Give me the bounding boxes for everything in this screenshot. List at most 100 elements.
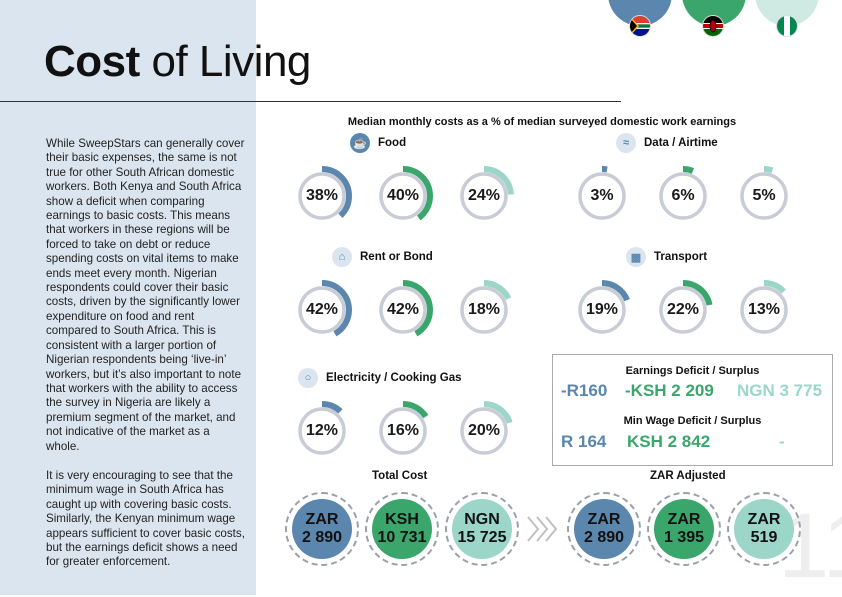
category-electricity: ○ Electricity / Cooking Gas: [298, 368, 461, 388]
coin-currency: KSH: [385, 511, 419, 528]
minwage-kenya: KSH 2 842: [627, 432, 711, 451]
coin-currency: ZAR: [587, 511, 621, 528]
kenya-flag-icon: [702, 15, 724, 37]
donut-ring: [298, 172, 346, 220]
food-icon: ☕: [350, 133, 370, 153]
donut-wifi-kenya: 6%: [651, 164, 715, 228]
donut-arc: [373, 166, 433, 226]
donut-ring: [379, 286, 427, 334]
donut-car-sa: 19%: [570, 278, 634, 342]
donut-food-kenya: 40%: [371, 164, 435, 228]
coin-amount: 519: [750, 529, 778, 546]
donut-ring: [379, 172, 427, 220]
minwage-deficit-title: Min Wage Deficit / Surplus: [623, 415, 762, 427]
coin-currency: NGN: [464, 511, 500, 528]
donut-value: 19%: [585, 301, 619, 318]
page-title: Cost of Living: [44, 37, 311, 86]
donut-value: 38%: [305, 187, 339, 204]
donut-value: 42%: [386, 301, 420, 318]
donut-value: 13%: [747, 301, 781, 318]
donut-value: 22%: [666, 301, 700, 318]
donut-value: 12%: [305, 422, 339, 439]
category-label: Food: [378, 137, 407, 149]
donut-ring: [460, 407, 508, 455]
category-transport: ▩ Transport: [626, 247, 707, 267]
earnings-deficit-title: Earnings Deficit / Surplus: [625, 365, 760, 377]
total-cost-sa: ZAR 2 890: [285, 492, 359, 566]
donut-arc: [653, 166, 713, 226]
donut-car-kenya: 22%: [651, 278, 715, 342]
donut-ring: [659, 286, 707, 334]
coin-amount: 2 890: [583, 529, 625, 546]
category-data-airtime: ≈ Data / Airtime: [616, 133, 718, 153]
donut-lightbulb-kenya: 16%: [371, 399, 435, 463]
title-divider: [0, 101, 621, 102]
donut-arc: [454, 280, 514, 340]
coin-currency: ZAR: [305, 511, 339, 528]
donut-house-nigeria: 18%: [452, 278, 516, 342]
category-rent: ⌂ Rent or Bond: [332, 247, 433, 267]
donut-ring: [460, 286, 508, 334]
zar-adjusted-kenya: ZAR 1 395: [647, 492, 721, 566]
donut-lightbulb-sa: 12%: [290, 399, 354, 463]
donut-house-sa: 42%: [290, 278, 354, 342]
south-africa-flag-icon: [629, 15, 651, 37]
donut-ring: [298, 407, 346, 455]
donut-arc: [373, 280, 433, 340]
minwage-nigeria: -: [779, 432, 785, 451]
donut-ring: [460, 172, 508, 220]
donut-ring: [740, 286, 788, 334]
body-paragraph-2: It is very encouraging to see that the m…: [46, 469, 245, 569]
donut-ring: [740, 172, 788, 220]
car-icon: ▩: [626, 247, 646, 267]
total-cost-nigeria: NGN 15 725: [445, 492, 519, 566]
house-icon: ⌂: [332, 247, 352, 267]
total-cost-kenya: KSH 10 731: [365, 492, 439, 566]
category-label: Rent or Bond: [360, 251, 433, 263]
donut-value: 20%: [467, 422, 501, 439]
deficit-surplus-box: Earnings Deficit / Surplus -R160 -KSH 2 …: [552, 354, 833, 466]
category-label: Transport: [654, 251, 708, 263]
donut-arc: [454, 166, 514, 226]
donut-value: 3%: [590, 187, 614, 204]
body-paragraph-1: While SweepStars can generally cover the…: [46, 137, 245, 453]
donut-ring: [298, 286, 346, 334]
coin-amount: 1 395: [663, 529, 705, 546]
donut-arc: [454, 401, 514, 461]
earnings-deficit-sa: -R160: [561, 381, 608, 400]
category-label: Data / Airtime: [644, 137, 718, 149]
earnings-deficit-kenya: -KSH 2 209: [625, 381, 714, 400]
coin-amount: 10 731: [377, 529, 427, 546]
donut-wifi-sa: 3%: [570, 164, 634, 228]
donut-food-sa: 38%: [290, 164, 354, 228]
donut-house-kenya: 42%: [371, 278, 435, 342]
donut-value: 24%: [467, 187, 501, 204]
donut-value: 42%: [305, 301, 339, 318]
category-food: ☕ Food: [350, 133, 406, 153]
coin-amount: 15 725: [457, 529, 507, 546]
donut-arc: [572, 166, 632, 226]
zar-adjusted-label: ZAR Adjusted: [650, 470, 726, 482]
donut-ring: [578, 172, 626, 220]
nigeria-flag-icon: [776, 15, 798, 37]
donut-arc: [653, 280, 713, 340]
donut-arc: [572, 280, 632, 340]
donut-value: 6%: [671, 187, 695, 204]
chart-title: Median monthly costs as a % of median su…: [347, 116, 737, 128]
chevron-right-icon: [524, 514, 560, 544]
earnings-surplus-nigeria: NGN 3 775: [737, 381, 823, 400]
donut-value: 5%: [752, 187, 776, 204]
side-panel: [0, 0, 256, 595]
coin-currency: ZAR: [747, 511, 781, 528]
donut-lightbulb-nigeria: 20%: [452, 399, 516, 463]
donut-car-nigeria: 13%: [732, 278, 796, 342]
donut-arc: [292, 280, 352, 340]
lightbulb-icon: ○: [298, 368, 318, 388]
minwage-sa: R 164: [561, 432, 607, 451]
total-cost-label: Total Cost: [372, 470, 428, 482]
donut-value: 40%: [386, 187, 420, 204]
donut-ring: [659, 172, 707, 220]
donut-arc: [734, 280, 794, 340]
category-label: Electricity / Cooking Gas: [326, 372, 462, 384]
donut-value: 18%: [467, 301, 501, 318]
